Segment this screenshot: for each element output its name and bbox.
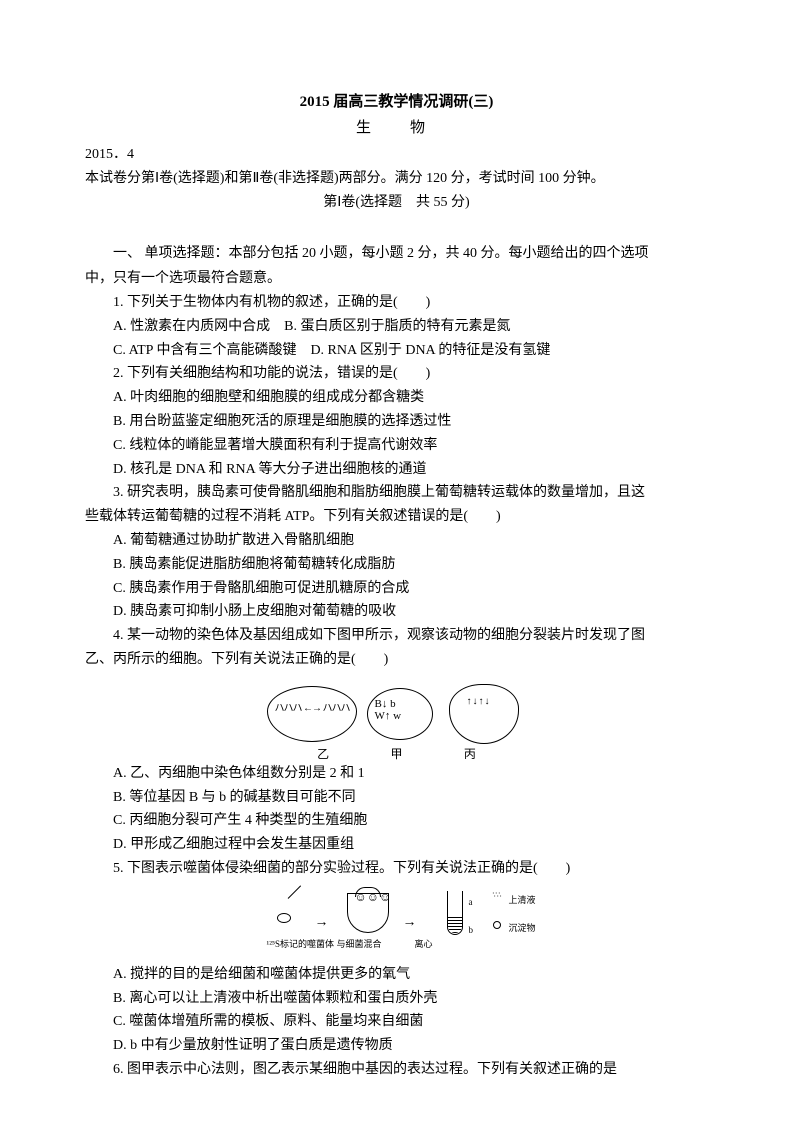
q3-option-d: D. 胰岛素可抑制小肠上皮细胞对葡萄糖的吸收 <box>85 600 708 624</box>
phage-label-1: ¹²⁵S标记的噬菌体 <box>267 937 335 952</box>
section-1-header-line2: 中，只有一个选项最符合题意。 <box>85 267 708 291</box>
q4-figure: ハハハ ←→ ハハハ B↓ b W↑ w ↑↓↑↓ 乙 甲 丙 <box>85 678 708 756</box>
cell-bing-marks: ↑↓↑↓ <box>467 696 491 707</box>
q3-stem-line1: 3. 研究表明，胰岛素可使骨骼肌细胞和脂肪细胞膜上葡萄糖转运载体的数量增加，且这 <box>85 481 708 505</box>
q4-stem-line2: 乙、丙所示的细胞。下列有关说法正确的是( ) <box>85 648 708 672</box>
phage-dots-b <box>493 921 501 929</box>
subject-title: 生 物 <box>85 116 708 142</box>
q4-stem-line1: 4. 某一动物的染色体及基因组成如下图甲所示，观察该动物的细胞分裂装片时发现了图 <box>85 624 708 648</box>
q4-option-a: A. 乙、丙细胞中染色体组数分别是 2 和 1 <box>85 762 708 786</box>
q4-option-d: D. 甲形成乙细胞过程中会发生基因重组 <box>85 833 708 857</box>
exam-date: 2015．4 <box>85 143 708 167</box>
gene-line-2: W↑ w <box>375 710 402 722</box>
part-header: 第Ⅰ卷(选择题 共 55 分) <box>85 191 708 215</box>
label-yi: 乙 <box>317 744 329 764</box>
tube-sediment <box>448 915 462 933</box>
arrow-1-icon: → <box>315 911 329 935</box>
phage-label-supernatant: 上清液 <box>509 893 536 908</box>
label-bing: 丙 <box>464 744 476 764</box>
q5-option-a: A. 搅拌的目的是给细菌和噬菌体提供更多的氧气 <box>85 963 708 987</box>
flask-contents: ☺☺☺ <box>355 887 392 907</box>
q2-option-c: C. 线粒体的嵴能显著增大膜面积有利于提高代谢效率 <box>85 434 708 458</box>
intro-text: 本试卷分第Ⅰ卷(选择题)和第Ⅱ卷(非选择题)两部分。满分 120 分，考试时间 … <box>85 167 708 191</box>
main-title: 2015 届高三教学情况调研(三) <box>85 90 708 116</box>
q2-option-b: B. 用台盼蓝鉴定细胞死活的原理是细胞膜的选择透过性 <box>85 410 708 434</box>
q1-stem: 1. 下列关于生物体内有机物的叙述，正确的是( ) <box>85 291 708 315</box>
q3-option-c: C. 胰岛素作用于骨骼肌细胞可促进肌糖原的合成 <box>85 577 708 601</box>
q1-option-cd: C. ATP 中含有三个高能磷酸键 D. RNA 区别于 DNA 的特征是没有氢… <box>85 339 708 363</box>
q2-option-a: A. 叶肉细胞的细胞壁和细胞膜的组成成分都含糖类 <box>85 386 708 410</box>
q2-stem: 2. 下列有关细胞结构和功能的说法，错误的是( ) <box>85 362 708 386</box>
q3-option-b: B. 胰岛素能促进脂肪细胞将葡萄糖转化成脂肪 <box>85 553 708 577</box>
q5-option-c: C. 噬菌体增殖所需的模板、原料、能量均来自细菌 <box>85 1010 708 1034</box>
q2-option-d: D. 核孔是 DNA 和 RNA 等大分子进出细胞核的通道 <box>85 458 708 482</box>
arrow-2-icon: → <box>403 911 417 935</box>
q1-option-ab: A. 性激素在内质网中合成 B. 蛋白质区别于脂质的特有元素是氮 <box>85 315 708 339</box>
label-jia: 甲 <box>390 744 402 764</box>
q3-stem-line2: 些载体转运葡萄糖的过程不消耗 ATP。下列有关叙述错误的是( ) <box>85 505 708 529</box>
section-1-header-line1: 一、 单项选择题：本部分包括 20 小题，每小题 2 分，共 40 分。每小题给… <box>85 242 708 266</box>
q5-stem: 5. 下图表示噬菌体侵染细菌的部分实验过程。下列有关说法正确的是( ) <box>85 857 708 881</box>
phage-label-2: 与细菌混合 <box>337 937 382 952</box>
phage-indicator-b: b <box>469 923 474 938</box>
phage-indicator-a: a <box>469 895 473 910</box>
q5-option-d: D. b 中有少量放射性证明了蛋白质是遗传物质 <box>85 1034 708 1058</box>
q6-stem: 6. 图甲表示中心法则，图乙表示某细胞中基因的表达过程。下列有关叙述正确的是 <box>85 1058 708 1082</box>
q4-option-b: B. 等位基因 B 与 b 的碱基数目可能不同 <box>85 786 708 810</box>
phage-label-sediment: 沉淀物 <box>509 921 536 936</box>
phage-dots-a: ∵∴ <box>493 893 502 899</box>
phage-label-3: 离心 <box>415 937 433 952</box>
cell-jia-genes: B↓ b W↑ w <box>375 698 402 722</box>
gene-line-1: B↓ b <box>375 698 402 710</box>
cell-bing-shape <box>449 684 519 744</box>
q5-option-b: B. 离心可以让上清液中析出噬菌体颗粒和蛋白质外壳 <box>85 987 708 1011</box>
q3-option-a: A. 葡萄糖通过协助扩散进入骨骼肌细胞 <box>85 529 708 553</box>
spoon-icon <box>277 895 307 925</box>
q4-option-c: C. 丙细胞分裂可产生 4 种类型的生殖细胞 <box>85 809 708 833</box>
q5-figure: → ☺☺☺ → ¹²⁵S标记的噬菌体 与细菌混合 离心 a b ∵∴ 上清液 沉… <box>85 887 708 957</box>
cell-yi-marks: ハハハ ←→ ハハハ <box>275 700 350 717</box>
